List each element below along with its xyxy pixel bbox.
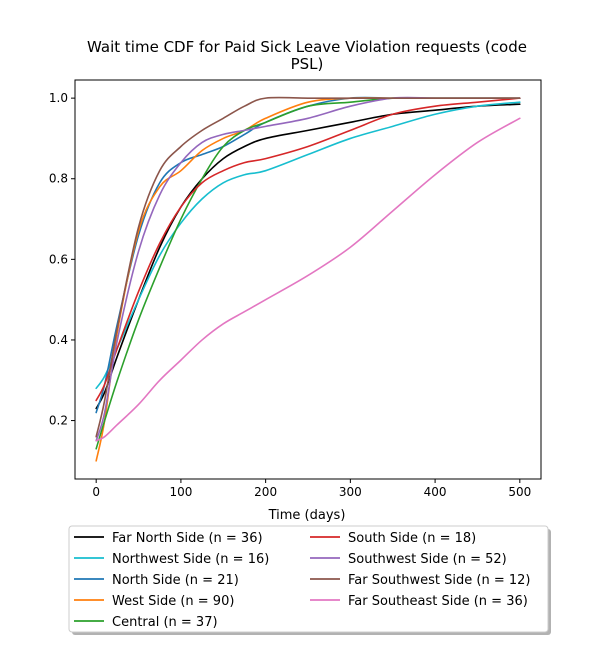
x-tick-label-3: 300 <box>339 485 362 499</box>
x-tick-label-4: 400 <box>424 485 447 499</box>
y-tick-label-1: 0.4 <box>49 333 68 347</box>
plot-lines <box>95 96 521 462</box>
legend-label-7: Far Southwest Side (n = 12) <box>348 573 530 588</box>
legend-label-1: Northwest Side (n = 16) <box>112 552 269 567</box>
plot-frame <box>74 79 542 480</box>
legend-label-4: Central (n = 37) <box>112 615 218 630</box>
x-tick-label-0: 0 <box>92 485 100 499</box>
x-axis: 0 100 200 300 400 500 <box>92 479 531 499</box>
legend-items: Far North Side (n = 36) Northwest Side (n… <box>74 531 530 630</box>
legend-label-2: North Side (n = 21) <box>112 573 239 588</box>
x-axis-label: Time (days) <box>268 508 346 523</box>
chart-title-line2: PSL) <box>291 55 324 73</box>
y-axis: 0.2 0.4 0.6 0.8 1.0 <box>49 91 75 428</box>
x-tick-label-2: 200 <box>254 485 277 499</box>
legend-box <box>68 525 549 633</box>
legend-label-6: Southwest Side (n = 52) <box>348 552 507 567</box>
legend-label-0: Far North Side (n = 36) <box>112 531 263 546</box>
y-tick-label-3: 0.8 <box>49 172 68 186</box>
x-tick-label-1: 100 <box>169 485 192 499</box>
y-tick-label-2: 0.6 <box>49 252 68 266</box>
legend-label-5: South Side (n = 18) <box>348 531 476 546</box>
legend-label-3: West Side (n = 90) <box>112 594 234 609</box>
legend-label-8: Far Southeast Side (n = 36) <box>348 594 528 609</box>
series-line-7 <box>95 96 521 438</box>
series-line-0 <box>95 103 521 410</box>
series-line-5 <box>95 97 521 402</box>
series-line-8 <box>95 117 521 442</box>
legend: Far North Side (n = 36) Northwest Side (n… <box>68 525 551 635</box>
series-line-1 <box>95 101 521 390</box>
chart-title-line1: Wait time CDF for Paid Sick Leave Violat… <box>87 38 527 56</box>
x-tick-label-5: 500 <box>508 485 531 499</box>
y-tick-label-0: 0.2 <box>49 414 68 428</box>
y-tick-label-4: 1.0 <box>49 91 68 105</box>
